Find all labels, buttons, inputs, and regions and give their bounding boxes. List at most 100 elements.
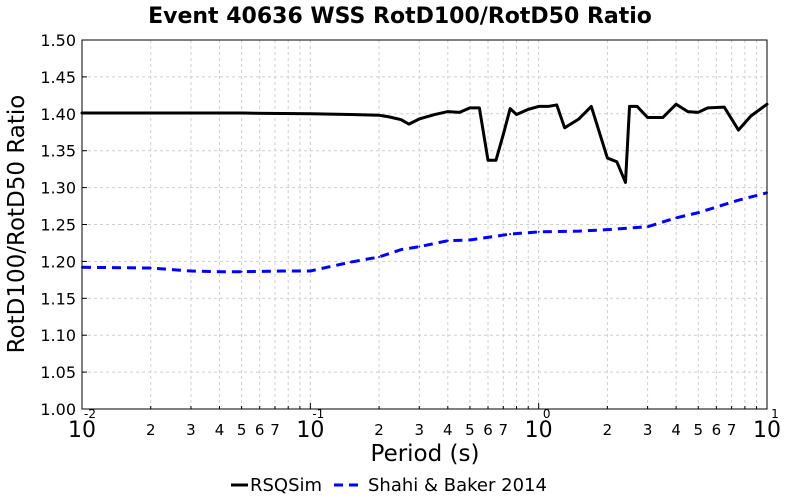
data-point-series-0 bbox=[149, 112, 152, 115]
x-tick-base: 10 bbox=[68, 418, 96, 443]
data-point-series-0 bbox=[527, 108, 530, 111]
x-minor-tick-label: 3 bbox=[186, 421, 196, 439]
data-point-series-1 bbox=[537, 230, 540, 233]
data-point-series-0 bbox=[646, 116, 649, 119]
data-point-series-0 bbox=[706, 106, 709, 109]
tick-layer: 1.00 1.05 1.10 1.15 1.20 1.25 1.30 1.35 1.40 1.45… bbox=[40, 31, 781, 443]
data-point-series-0 bbox=[697, 111, 700, 114]
data-point-series-1 bbox=[468, 238, 471, 241]
data-point-series-1 bbox=[189, 269, 192, 272]
x-tick-exponent: 0 bbox=[543, 407, 551, 421]
data-point-series-1 bbox=[737, 199, 740, 202]
data-point-series-0 bbox=[577, 117, 580, 120]
x-minor-tick-label: 6 bbox=[483, 421, 493, 439]
x-minor-tick-label: 6 bbox=[712, 421, 722, 439]
data-point-series-0 bbox=[433, 113, 436, 116]
y-tick-label: 1.40 bbox=[40, 105, 76, 124]
legend: RSQSim Shahi & Baker 2014 bbox=[231, 475, 547, 496]
data-point-series-0 bbox=[555, 103, 558, 106]
data-point-series-0 bbox=[418, 117, 421, 120]
data-point-series-0 bbox=[468, 106, 471, 109]
data-point-series-0 bbox=[446, 110, 449, 113]
x-minor-tick-label: 3 bbox=[643, 421, 653, 439]
x-minor-tick-label: 7 bbox=[499, 421, 509, 439]
data-point-series-0 bbox=[387, 115, 390, 118]
x-tick-exponent: -1 bbox=[312, 407, 324, 421]
data-point-series-0 bbox=[624, 181, 627, 184]
data-point-series-1 bbox=[697, 211, 700, 214]
data-point-series-0 bbox=[537, 105, 540, 108]
legend-label-1: Shahi & Baker 2014 bbox=[368, 475, 547, 496]
x-minor-tick-label: 4 bbox=[215, 421, 225, 439]
legend-label-0: RSQSim bbox=[250, 475, 322, 496]
data-point-series-1 bbox=[606, 228, 609, 231]
data-point-series-0 bbox=[675, 103, 678, 106]
x-minor-tick-label: 2 bbox=[146, 421, 156, 439]
x-minor-tick-label: 5 bbox=[693, 421, 703, 439]
data-point-series-1 bbox=[418, 245, 421, 248]
x-minor-tick-label: 2 bbox=[374, 421, 384, 439]
data-point-series-0 bbox=[309, 112, 312, 115]
y-tick-label: 1.10 bbox=[40, 326, 76, 345]
data-point-series-1 bbox=[149, 267, 152, 270]
data-point-series-1 bbox=[349, 261, 352, 264]
x-minor-tick-label: 4 bbox=[443, 421, 453, 439]
data-point-series-0 bbox=[515, 113, 518, 116]
y-tick-label: 1.35 bbox=[40, 142, 76, 161]
x-minor-tick-label: 3 bbox=[415, 421, 425, 439]
x-tick-exponent: 1 bbox=[771, 407, 779, 421]
y-axis-label: RotD100/RotD50 Ratio bbox=[4, 95, 30, 354]
data-point-series-1 bbox=[218, 270, 221, 273]
y-tick-label: 1.15 bbox=[40, 289, 76, 308]
data-point-series-0 bbox=[407, 123, 410, 126]
x-major-tick-label: 100 bbox=[525, 407, 553, 443]
data-point-series-0 bbox=[189, 112, 192, 115]
data-point-series-0 bbox=[478, 106, 481, 109]
data-point-series-0 bbox=[636, 105, 639, 108]
data-point-series-1 bbox=[675, 216, 678, 219]
data-point-series-1 bbox=[509, 233, 512, 236]
data-point-series-1 bbox=[400, 248, 403, 251]
data-point-series-0 bbox=[502, 133, 505, 136]
x-major-tick-label: 101 bbox=[753, 407, 781, 443]
x-minor-tick-label: 7 bbox=[270, 421, 280, 439]
data-point-series-1 bbox=[446, 239, 449, 242]
x-minor-tick-label: 6 bbox=[255, 421, 265, 439]
data-point-series-0 bbox=[686, 110, 689, 113]
x-tick-base: 10 bbox=[525, 418, 553, 443]
x-minor-tick-label: 4 bbox=[671, 421, 681, 439]
data-point-series-0 bbox=[749, 115, 752, 118]
data-point-series-0 bbox=[240, 112, 243, 115]
x-major-tick-label: 10-1 bbox=[296, 407, 324, 443]
data-point-series-1 bbox=[577, 230, 580, 233]
data-point-series-0 bbox=[378, 114, 381, 117]
data-point-series-1 bbox=[378, 255, 381, 258]
x-tick-exponent: -2 bbox=[84, 407, 96, 421]
y-tick-label: 1.50 bbox=[40, 31, 76, 50]
chart-title: Event 40636 WSS RotD100/RotD50 Ratio bbox=[148, 4, 652, 29]
data-point-series-0 bbox=[661, 116, 664, 119]
x-minor-tick-label: 7 bbox=[727, 421, 737, 439]
x-major-tick-label: 10-2 bbox=[68, 407, 96, 443]
data-point-series-0 bbox=[628, 105, 631, 108]
data-point-series-0 bbox=[458, 111, 461, 114]
series-layer bbox=[80, 102, 769, 274]
x-minor-tick-label: 5 bbox=[237, 421, 247, 439]
data-point-series-0 bbox=[547, 105, 550, 108]
data-point-series-1 bbox=[646, 225, 649, 228]
x-axis-label: Period (s) bbox=[371, 441, 480, 467]
data-point-series-0 bbox=[606, 157, 609, 160]
data-point-series-0 bbox=[349, 113, 352, 116]
x-minor-tick-label: 2 bbox=[603, 421, 613, 439]
data-point-series-0 bbox=[737, 129, 740, 132]
y-tick-label: 1.45 bbox=[40, 68, 76, 87]
x-tick-base: 10 bbox=[296, 418, 324, 443]
data-point-series-0 bbox=[494, 159, 497, 162]
data-point-series-0 bbox=[723, 106, 726, 109]
data-point-series-0 bbox=[615, 160, 618, 163]
series-line-0 bbox=[80, 102, 769, 184]
y-tick-label: 1.25 bbox=[40, 216, 76, 235]
y-tick-label: 1.05 bbox=[40, 363, 76, 382]
